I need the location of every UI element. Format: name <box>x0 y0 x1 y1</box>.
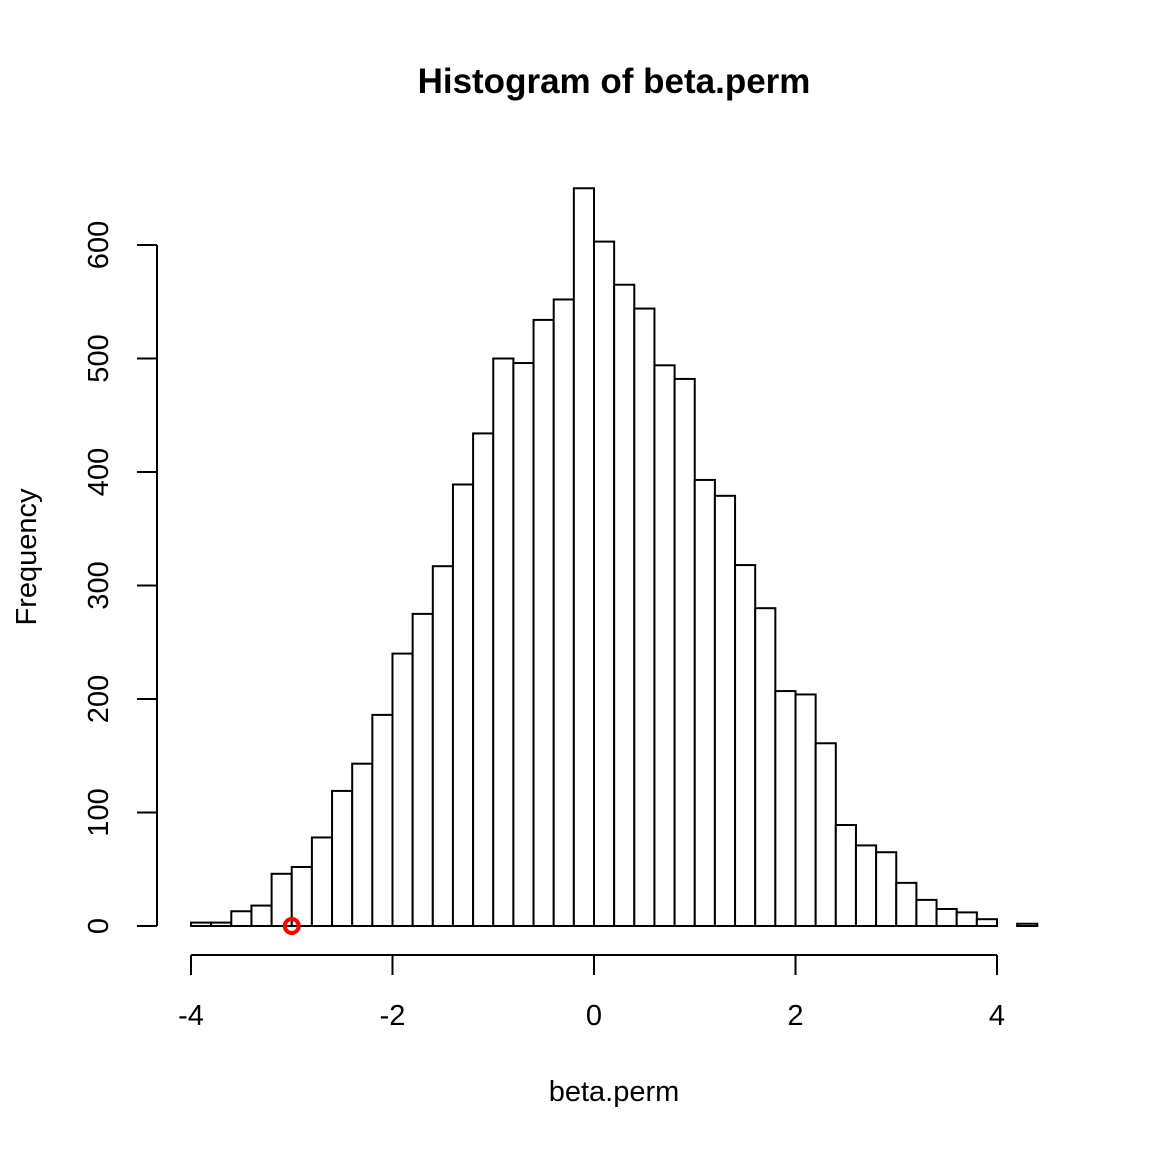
x-tick-label: 0 <box>586 1000 602 1032</box>
y-axis-label: Frequency <box>11 488 43 626</box>
histogram-bar <box>593 240 616 928</box>
histogram-bar <box>552 298 575 928</box>
histogram-bar <box>854 844 878 927</box>
histogram-bar <box>875 851 898 927</box>
histogram-bar <box>310 836 334 927</box>
y-axis: 0 100 200 300 400 500 600 <box>83 221 158 934</box>
y-tick-label: 0 <box>83 918 115 934</box>
histogram-bar <box>774 690 797 927</box>
histogram-bar <box>834 823 857 927</box>
histogram-bar <box>492 357 515 927</box>
histogram-bar <box>472 432 495 927</box>
histogram-bar <box>895 881 918 927</box>
histogram-bar <box>431 565 454 927</box>
observed-point-marker <box>282 917 301 935</box>
x-tick-label: 2 <box>787 1000 803 1032</box>
histogram-bar <box>371 713 394 928</box>
y-tick-label: 300 <box>83 561 115 609</box>
histogram-bar <box>915 898 938 928</box>
histogram-bar <box>451 483 475 927</box>
histogram-bar <box>713 494 737 927</box>
histogram-bar <box>290 865 313 927</box>
y-tick-label: 600 <box>83 221 115 269</box>
y-tick-label: 500 <box>83 334 115 382</box>
histogram-bar <box>411 612 434 928</box>
histogram-bar <box>1016 922 1039 927</box>
histogram-bar <box>814 742 837 928</box>
histogram-bar <box>935 907 958 927</box>
x-tick-label: 4 <box>989 1000 1005 1032</box>
histogram-bar <box>673 377 696 927</box>
histogram-bar <box>613 283 636 928</box>
histogram-bar <box>975 918 998 928</box>
histogram-bar <box>250 904 273 928</box>
histogram-bar <box>230 910 253 927</box>
x-axis-label: beta.perm <box>549 1076 680 1108</box>
histogram-bar <box>794 693 817 928</box>
histogram-bar <box>331 789 354 927</box>
y-tick-label: 100 <box>83 788 115 836</box>
x-tick-label: -4 <box>178 1000 204 1032</box>
histogram-bar <box>351 762 374 927</box>
histogram-bar <box>572 187 595 927</box>
histogram-bar <box>955 911 978 928</box>
histogram-bar <box>754 607 777 927</box>
x-tick-label: -2 <box>380 1000 406 1032</box>
x-axis: -4 -2 0 2 4 <box>178 954 1005 1032</box>
histogram-bar <box>633 307 656 927</box>
histogram-bar <box>391 652 414 927</box>
histogram-bar <box>512 362 535 928</box>
observed-point-layer <box>282 917 301 935</box>
histogram-bars <box>190 187 1039 928</box>
histogram-bar <box>210 921 233 927</box>
histogram-bar <box>190 921 213 927</box>
histogram-bar <box>532 318 555 928</box>
y-tick-label: 400 <box>83 448 115 496</box>
y-tick-label: 200 <box>83 675 115 723</box>
chart-title: Histogram of beta.perm <box>418 62 811 101</box>
histogram-bar <box>653 364 676 927</box>
histogram-bar <box>693 478 716 927</box>
histogram-bar <box>734 564 757 927</box>
